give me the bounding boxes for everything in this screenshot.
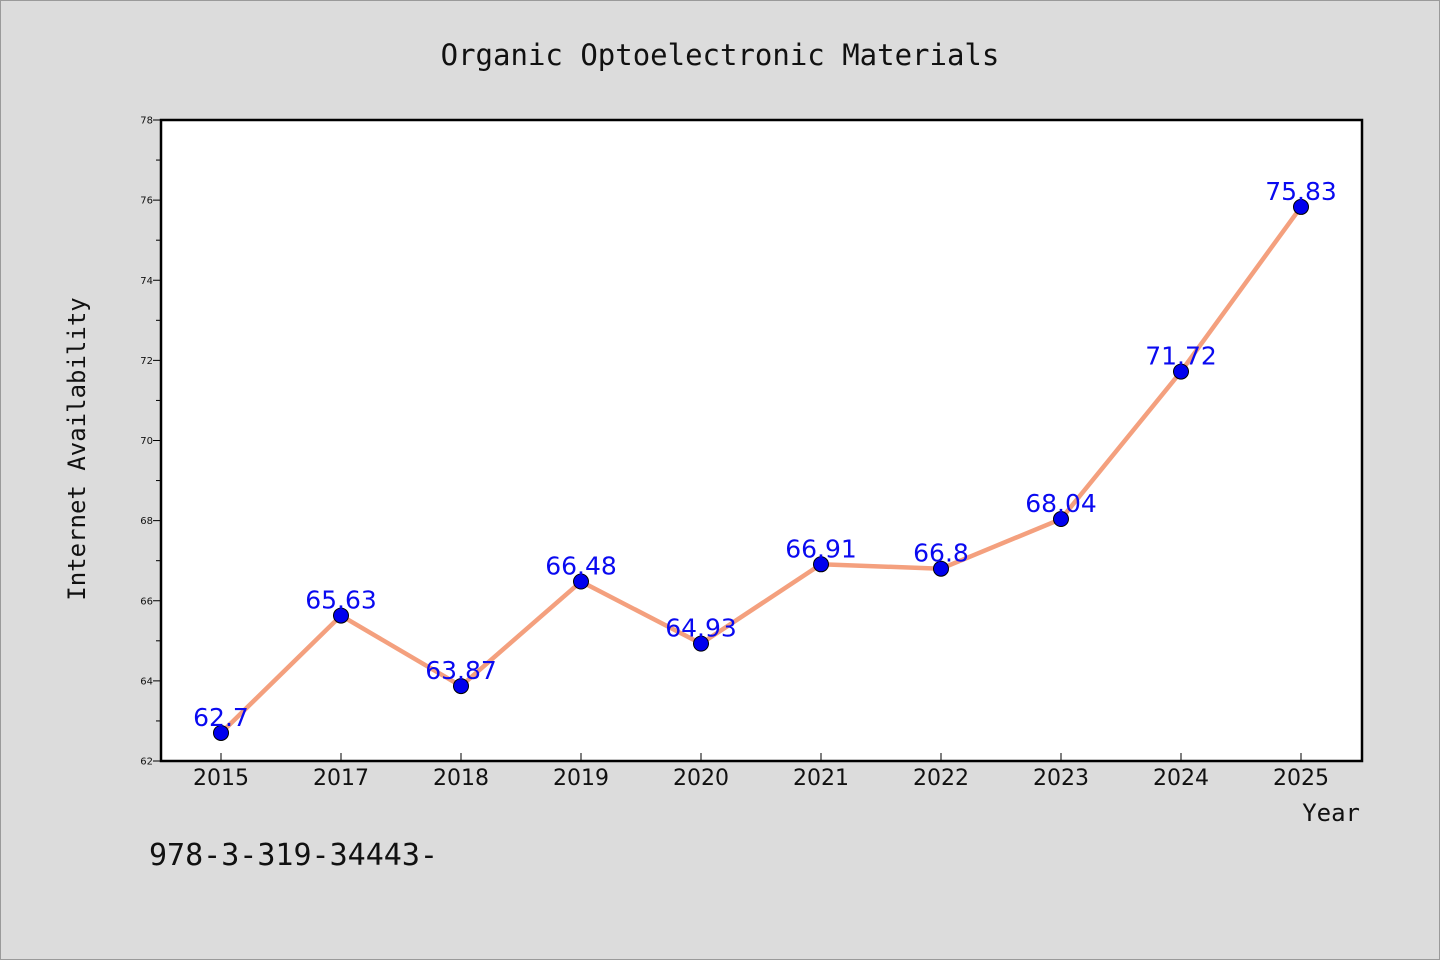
data-label: 68.04 [1025, 489, 1097, 518]
x-tick-label: 2021 [793, 766, 849, 791]
x-tick-label: 2024 [1153, 766, 1209, 791]
data-point [693, 635, 709, 652]
x-tick-label: 2020 [673, 766, 729, 791]
x-tick-label: 2017 [313, 766, 369, 791]
data-label: 65.63 [305, 586, 377, 615]
y-tick-label: 64 [140, 676, 153, 687]
y-tick-label: 74 [140, 276, 153, 287]
x-tick-label: 2019 [553, 766, 609, 791]
x-axis-title: Year [1302, 799, 1360, 827]
data-point [1173, 363, 1189, 380]
x-tick-label: 2023 [1033, 766, 1089, 791]
series-line [218, 204, 1304, 736]
data-label: 75.83 [1265, 177, 1337, 206]
data-label: 66.91 [785, 534, 857, 563]
y-axis-title: Internet Availability [63, 297, 91, 600]
data-label: 71.72 [1145, 342, 1217, 371]
data-point [933, 560, 949, 577]
data-label: 64.93 [665, 614, 737, 643]
data-point [213, 724, 229, 741]
data-label: 66.8 [913, 539, 969, 568]
y-tick-label: 62 [140, 757, 153, 768]
footer-text: 978-3-319-34443- [149, 838, 438, 873]
data-point [333, 607, 349, 624]
data-point [453, 678, 469, 695]
x-tick-label: 2025 [1273, 766, 1329, 791]
x-tick-label: 2022 [913, 766, 969, 791]
y-tick-label: 72 [140, 356, 153, 367]
y-tick-label: 70 [140, 436, 153, 447]
y-tick-label: 76 [140, 196, 153, 207]
data-point [573, 573, 589, 590]
x-tick-label: 2015 [193, 766, 249, 791]
data-label: 63.87 [425, 656, 497, 685]
y-axis: 62 64 66 68 70 72 74 76 78 [140, 116, 161, 768]
data-point [1293, 198, 1309, 215]
y-tick-label: 68 [140, 516, 153, 527]
plot-area [159, 118, 1364, 763]
data-label: 62.7 [193, 703, 249, 732]
series-group: 62.7 65.63 63.87 66.48 64.93 66.91 66.8 68.04 71… [193, 177, 1337, 741]
y-tick-label: 66 [140, 596, 153, 607]
x-tick-label: 2018 [433, 766, 489, 791]
data-point [1053, 511, 1069, 528]
data-label: 66.48 [545, 552, 617, 581]
y-tick-label: 78 [140, 116, 153, 127]
chart-title: Organic Optoelectronic Materials [441, 38, 1000, 72]
data-point [813, 556, 829, 573]
x-axis: 2015 2017 2018 2019 2020 2021 2022 2023 2024 2025 [193, 753, 1329, 791]
